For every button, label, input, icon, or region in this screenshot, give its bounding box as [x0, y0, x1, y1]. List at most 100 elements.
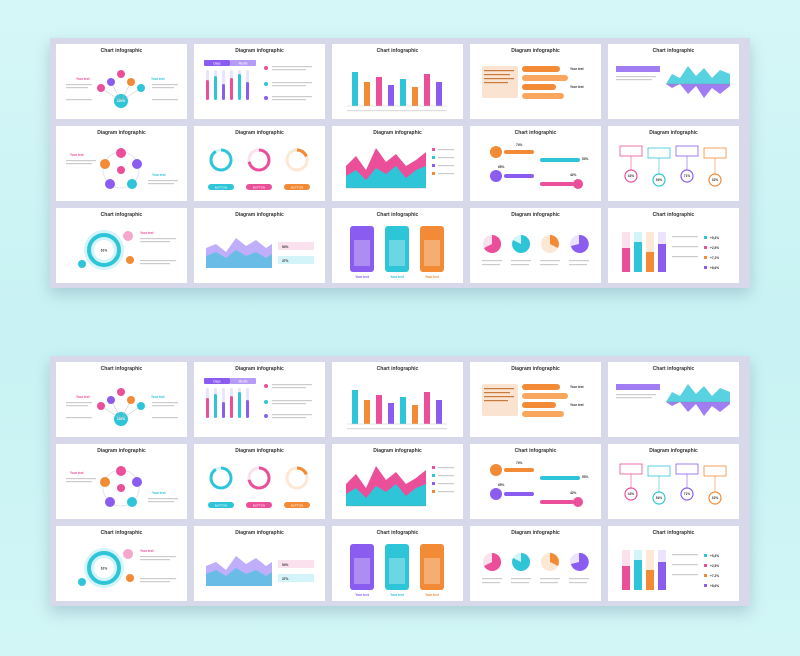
- slide-chart-pills[interactable]: Chart infographic 74% 53% 65% 42%: [470, 126, 601, 201]
- button-pink[interactable]: [246, 184, 272, 190]
- slide-chart-donut[interactable]: Chart infographic 61% Your text: [56, 208, 187, 283]
- node-purple: [107, 396, 115, 404]
- cycle-diagram: Your text Your text: [66, 466, 178, 507]
- slide-diagram-boxes[interactable]: Diagram infographic 43% 54% 71% 32%: [608, 126, 739, 201]
- slide-chart-radial[interactable]: Chart infographic 100% Your text Your te…: [56, 362, 187, 437]
- slide-chart-pills[interactable]: Chart infographic 74% 53% 65% 42%: [470, 444, 601, 519]
- growth-86: +8,6%: [710, 266, 719, 270]
- slide-diagram-hbars[interactable]: Diagram infographic Your text Your text: [470, 362, 601, 437]
- box-diagram: 43% 54% 71% 32%: [619, 463, 727, 505]
- slide-title: Chart infographic: [376, 530, 419, 536]
- card-label-1: Your text: [355, 275, 370, 279]
- growth-54: +5,4%: [710, 554, 719, 558]
- button-orange[interactable]: [284, 184, 310, 190]
- slide-chart-growth[interactable]: Chart infographic +5,4% +2,5% +7,2% +8,6…: [608, 208, 739, 283]
- node-pink: [97, 402, 105, 410]
- slide-title: Chart infographic: [652, 530, 695, 536]
- slide-chart-growth[interactable]: Chart infographic +5,4% +2,5% +7,2% +8,6…: [608, 526, 739, 601]
- slide-chart-bars[interactable]: Chart infographic: [332, 44, 463, 119]
- tab-month[interactable]: [230, 60, 256, 66]
- button-label-2: BUTTON: [253, 503, 265, 507]
- area-chart: [616, 384, 730, 416]
- hbar-label-1: Your text: [570, 67, 585, 71]
- slide-title: Diagram infographic: [235, 530, 284, 536]
- stacked-area: [346, 466, 454, 507]
- bar-chart: [347, 72, 447, 112]
- slide-grid-top: Chart infographic 100% Your text Your te…: [56, 44, 739, 283]
- pct-37: 37%: [282, 577, 289, 581]
- button-orange[interactable]: [284, 502, 310, 508]
- growth-86: +8,6%: [710, 584, 719, 588]
- cycle-label-1: Your text: [70, 471, 85, 475]
- slide-chart-donut[interactable]: Chart infographic 61% Your text: [56, 526, 187, 601]
- slide-title: Diagram infographic: [511, 212, 560, 218]
- infographic-sheet-top: Chart infographic 100% Your text Your te…: [50, 38, 750, 288]
- slide-diagram-cycle[interactable]: Diagram infographic Your text Your text: [56, 126, 187, 201]
- button-pink[interactable]: [246, 502, 272, 508]
- tab-days[interactable]: [204, 378, 230, 384]
- button-label-3: BUTTON: [291, 185, 303, 189]
- slide-title: Chart infographic: [652, 366, 695, 372]
- thermo-bars: Days Month: [204, 378, 312, 419]
- slide-title: Diagram infographic: [235, 212, 284, 218]
- pct-71: 71%: [684, 174, 691, 178]
- radial-diagram: 100% Your text Your text: [66, 70, 178, 108]
- slide-diagram-stacked[interactable]: Diagram infographic: [332, 126, 463, 201]
- slide-title: Chart infographic: [100, 48, 143, 54]
- pct-54: 54%: [282, 563, 289, 567]
- slide-title: Chart infographic: [100, 530, 143, 536]
- slide-diagram-pies[interactable]: Diagram infographic: [470, 208, 601, 283]
- slide-chart-radial[interactable]: Chart infographic 100% Your text Your te…: [56, 44, 187, 119]
- slide-diagram-stacked[interactable]: Diagram infographic: [332, 444, 463, 519]
- tab-month[interactable]: [230, 378, 256, 384]
- button-label-3: BUTTON: [291, 503, 303, 507]
- pill-chart: 74% 53% 65% 42%: [490, 143, 589, 189]
- node-pink: [97, 84, 105, 92]
- pie-row: [482, 552, 589, 584]
- cycle-diagram: Your text Your text: [66, 148, 178, 189]
- slide-diagram-rings[interactable]: Diagram infographic BUTTON BUTTON BUTTON: [194, 444, 325, 519]
- slide-diagram-thermo[interactable]: Diagram infographic Days Month: [194, 362, 325, 437]
- growth-25: +2,5%: [710, 564, 719, 568]
- tab-days-label: Days: [213, 62, 221, 66]
- slide-chart-area[interactable]: Chart infographic: [608, 362, 739, 437]
- label-left: Your text: [76, 395, 91, 399]
- slide-diagram-rings[interactable]: Diagram infographic BUTTON BUTTON BUTTON: [194, 126, 325, 201]
- slide-diagram-areabox[interactable]: Diagram infographic 54% 37%: [194, 208, 325, 283]
- card-row: Your text Your text Your text: [350, 226, 444, 279]
- slide-chart-area[interactable]: Chart infographic: [608, 44, 739, 119]
- donut-label: Your text: [140, 231, 155, 235]
- button-cyan[interactable]: [208, 502, 234, 508]
- growth-25: +2,5%: [710, 246, 719, 250]
- label-left: Your text: [76, 77, 91, 81]
- slide-diagram-cycle[interactable]: Diagram infographic Your text Your text: [56, 444, 187, 519]
- box-diagram: 43% 54% 71% 32%: [619, 145, 727, 187]
- slide-diagram-hbars[interactable]: Diagram infographic Your text Your text: [470, 44, 601, 119]
- slide-chart-cards[interactable]: Chart infographic Your text Your text Yo…: [332, 526, 463, 601]
- area-box-chart: 54% 37%: [206, 556, 314, 586]
- slide-diagram-boxes[interactable]: Diagram infographic 43% 54% 71% 32%: [608, 444, 739, 519]
- slide-title: Chart infographic: [652, 212, 695, 218]
- pct-65: 65%: [498, 483, 505, 487]
- tab-days[interactable]: [204, 60, 230, 66]
- cycle-label-1: Your text: [70, 153, 85, 157]
- growth-chart: +5,4% +2,5% +7,2% +8,6%: [622, 232, 719, 272]
- donut-label: Your text: [140, 549, 155, 553]
- node-orange: [127, 396, 135, 404]
- slide-title: Chart infographic: [376, 48, 419, 54]
- slide-diagram-pies[interactable]: Diagram infographic: [470, 526, 601, 601]
- hbar-label-2: Your text: [570, 85, 585, 89]
- hbar-label-2: Your text: [570, 403, 585, 407]
- pct-42: 42%: [570, 491, 577, 495]
- button-cyan[interactable]: [208, 184, 234, 190]
- node-cyan: [137, 84, 145, 92]
- slide-chart-cards[interactable]: Chart infographic Your text Your text Yo…: [332, 208, 463, 283]
- slide-chart-bars[interactable]: Chart infographic: [332, 362, 463, 437]
- slide-diagram-thermo[interactable]: Diagram infographic Days Month: [194, 44, 325, 119]
- slide-diagram-areabox[interactable]: Diagram infographic 54% 37%: [194, 526, 325, 601]
- node-top: [117, 70, 125, 78]
- pct-37: 37%: [282, 259, 289, 263]
- ring-gauges: BUTTON BUTTON BUTTON: [208, 466, 310, 508]
- pct-43: 43%: [628, 174, 635, 178]
- card-label-2: Your text: [390, 593, 405, 597]
